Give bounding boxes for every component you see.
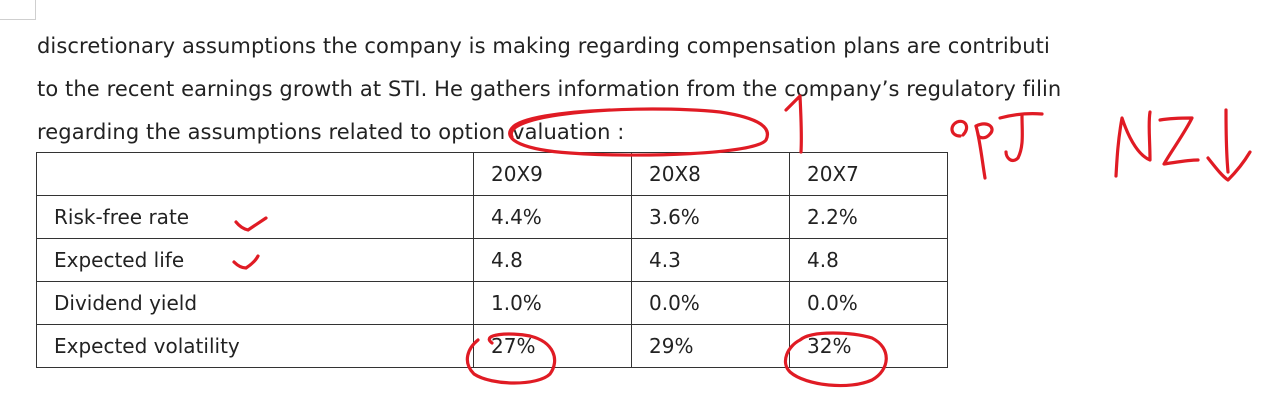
paragraph-line-2: to the recent earnings growth at STI. He… xyxy=(37,77,1062,101)
table-cell: 32% xyxy=(789,324,948,368)
page-corner-marker xyxy=(0,0,36,20)
table-cell: 4.8 xyxy=(789,238,948,282)
row-label: Expected volatility xyxy=(36,324,474,368)
handwritten-opt xyxy=(950,119,969,138)
table-row: Dividend yield 1.0% 0.0% 0.0% xyxy=(36,281,948,325)
handwritten-one xyxy=(784,94,804,154)
table-cell: 0.0% xyxy=(631,281,790,325)
table-header-cell: 20X7 xyxy=(789,152,948,196)
table-header-cell xyxy=(36,152,474,196)
table-cell: 1.0% xyxy=(473,281,632,325)
table-cell: 4.4% xyxy=(473,195,632,239)
paragraph-line-1: discretionary assumptions the company is… xyxy=(37,34,1050,58)
table-row: Expected volatility 27% 29% 32% xyxy=(36,324,948,368)
table-row: Risk-free rate 4.4% 3.6% 2.2% xyxy=(36,195,948,239)
table-cell: 27% xyxy=(473,324,632,368)
row-label: Expected life xyxy=(36,238,474,282)
table-cell: 4.3 xyxy=(631,238,790,282)
paragraph-line-3: regarding the assumptions related to opt… xyxy=(37,120,625,144)
handwritten-ni xyxy=(1114,110,1152,178)
row-label: Dividend yield xyxy=(36,281,474,325)
option-assumptions-table: 20X9 20X8 20X7 Risk-free rate 4.4% 3.6% … xyxy=(36,152,948,368)
table-cell: 3.6% xyxy=(631,195,790,239)
table-header-cell: 20X8 xyxy=(631,152,790,196)
row-label: Risk-free rate xyxy=(36,195,474,239)
table-header-row: 20X9 20X8 20X7 xyxy=(36,152,948,196)
table-cell: 0.0% xyxy=(789,281,948,325)
table-header-cell: 20X9 xyxy=(473,152,632,196)
table-cell: 4.8 xyxy=(473,238,632,282)
table-cell: 29% xyxy=(631,324,790,368)
table-cell: 2.2% xyxy=(789,195,948,239)
table-row: Expected life 4.8 4.3 4.8 xyxy=(36,238,948,282)
